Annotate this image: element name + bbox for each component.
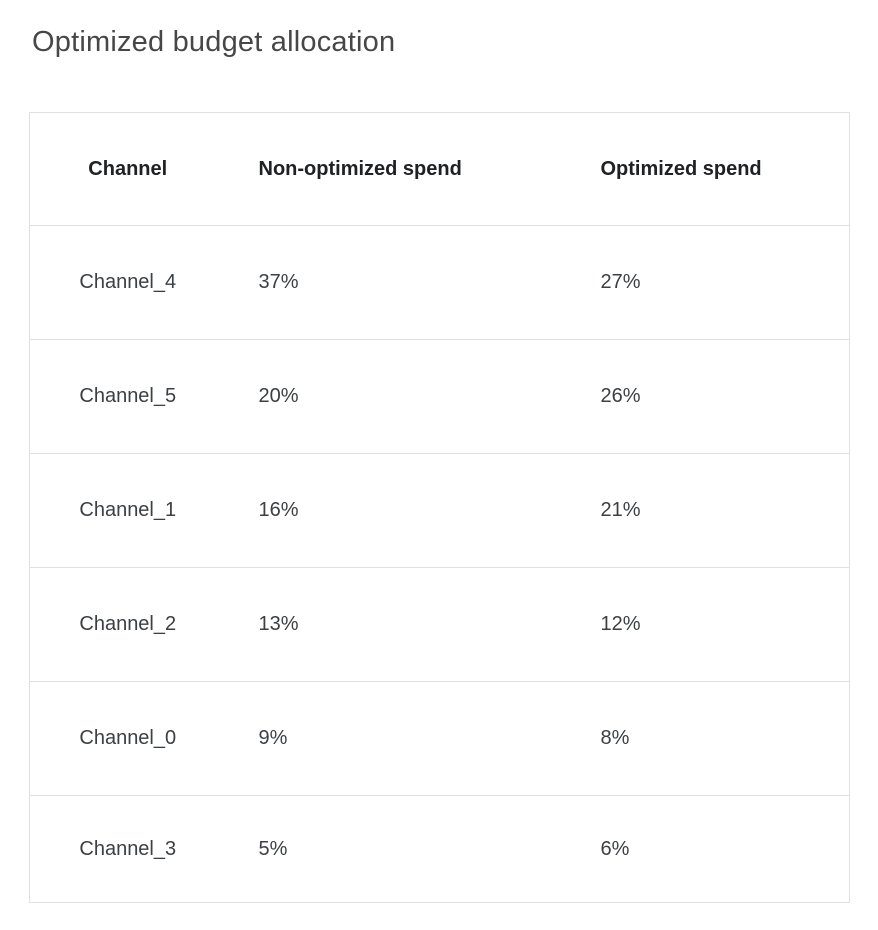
cell-non-optimized-spend: 37%	[258, 271, 299, 293]
table-header: Channel Non-optimized spend Optimized sp…	[29, 113, 850, 226]
table-row: Channel_2 13% 12%	[29, 568, 850, 682]
cell-optimized-spend: 27%	[600, 271, 641, 293]
table-row: Channel_4 37% 27%	[29, 226, 850, 340]
cell-optimized-spend: 6%	[600, 837, 630, 860]
table-header-row: Channel Non-optimized spend Optimized sp…	[29, 113, 850, 226]
cell-channel: Channel_0	[79, 727, 177, 749]
page-title: Optimized budget allocation	[32, 26, 396, 58]
table-row: Channel_5 20% 26%	[29, 340, 850, 454]
cell-optimized-spend: 26%	[600, 385, 641, 407]
cell-non-optimized-spend: 13%	[258, 613, 299, 635]
table-row: Channel_3 5% 6%	[30, 796, 850, 903]
cell-optimized-spend: 12%	[600, 613, 641, 635]
cell-channel: Channel_5	[79, 385, 177, 407]
column-header-channel: Channel	[88, 157, 168, 180]
cell-channel: Channel_1	[79, 499, 177, 521]
column-header-non-optimized-spend: Non-optimized spend	[258, 157, 462, 180]
cell-non-optimized-spend: 20%	[258, 385, 299, 407]
column-header-optimized-spend: Optimized spend	[600, 157, 762, 180]
cell-channel: Channel_3	[79, 837, 177, 860]
table-body: Channel_4 37% 27% Channel_5 20% 26% Chan…	[29, 226, 850, 903]
cell-non-optimized-spend: 5%	[258, 837, 288, 860]
cell-channel: Channel_2	[79, 613, 177, 635]
cell-non-optimized-spend: 16%	[258, 499, 299, 521]
cell-optimized-spend: 8%	[600, 727, 630, 749]
budget-allocation-table: Channel Non-optimized spend Optimized sp…	[29, 112, 850, 903]
cell-optimized-spend: 21%	[600, 499, 641, 521]
table-row: Channel_1 16% 21%	[29, 454, 850, 568]
table-row: Channel_0 9% 8%	[29, 682, 850, 796]
cell-non-optimized-spend: 9%	[258, 727, 288, 749]
cell-channel: Channel_4	[79, 271, 177, 293]
